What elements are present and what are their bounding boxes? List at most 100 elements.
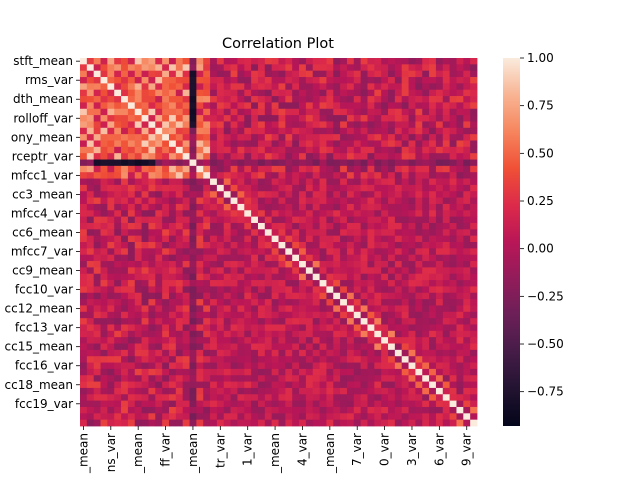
heatmap-cell: [271, 267, 279, 275]
heatmap-cell: [388, 229, 396, 237]
heatmap-cell: [244, 77, 252, 84]
x-tick-label: tr_var: [213, 433, 227, 468]
heatmap-cell: [463, 280, 471, 287]
heatmap-cell: [86, 394, 95, 402]
heatmap-cell: [278, 210, 286, 218]
y-tick-label: rceptr_var: [12, 149, 73, 163]
heatmap-cell: [422, 305, 430, 313]
heatmap-cell: [346, 140, 355, 148]
heatmap-cell: [305, 64, 314, 72]
heatmap-cell: [155, 280, 163, 287]
heatmap-cell: [162, 108, 170, 116]
heatmap-cell: [196, 280, 204, 287]
heatmap-cell: [442, 203, 451, 211]
heatmap-cell: [244, 299, 252, 306]
heatmap-cell: [244, 58, 252, 65]
heatmap-cell: [415, 343, 423, 351]
heatmap-cell: [251, 172, 259, 179]
heatmap-cell: [264, 146, 273, 154]
heatmap-cell: [230, 387, 238, 395]
heatmap-cell: [121, 172, 129, 179]
heatmap-cell: [196, 343, 204, 351]
heatmap-cell: [114, 273, 122, 281]
heatmap-cell: [271, 70, 279, 78]
heatmap-cell: [360, 96, 368, 103]
heatmap-cell: [305, 273, 314, 281]
heatmap-cell: [100, 280, 108, 287]
heatmap-cell: [408, 248, 416, 256]
heatmap-cell: [319, 121, 327, 129]
heatmap-cell: [210, 134, 218, 141]
heatmap-cell: [175, 216, 184, 224]
heatmap-cell: [435, 115, 444, 122]
heatmap-cell: [326, 362, 334, 370]
heatmap-cell: [415, 127, 423, 135]
heatmap-cell: [182, 216, 190, 224]
heatmap-cell: [435, 394, 444, 402]
heatmap-cell: [408, 178, 416, 186]
heatmap-cell: [189, 77, 197, 84]
heatmap-cell: [374, 64, 382, 72]
heatmap-cell: [93, 197, 101, 205]
y-tick-label: dth_mean: [13, 92, 73, 106]
heatmap-cell: [319, 387, 327, 395]
heatmap-cell: [292, 280, 300, 287]
heatmap-cell: [470, 83, 478, 91]
heatmap-cell: [353, 178, 362, 186]
heatmap-cell: [319, 267, 327, 275]
heatmap-cell: [278, 387, 286, 395]
heatmap-cell: [326, 216, 334, 224]
heatmap-cell: [353, 77, 362, 84]
heatmap-cell: [189, 375, 197, 382]
heatmap-cell: [93, 134, 101, 141]
heatmap-cell: [168, 127, 177, 135]
heatmap-cell: [80, 248, 88, 256]
heatmap-cell: [456, 178, 464, 186]
heatmap-cell: [86, 400, 95, 408]
heatmap-cell: [210, 159, 218, 167]
heatmap-cell: [107, 343, 115, 351]
heatmap-cell: [230, 413, 238, 421]
heatmap-cell: [257, 299, 266, 306]
heatmap-cell: [107, 280, 115, 287]
heatmap-cell: [312, 286, 320, 294]
heatmap-cell: [127, 305, 136, 313]
heatmap-cell: [189, 267, 197, 275]
heatmap-cell: [312, 210, 320, 218]
heatmap-cell: [148, 146, 156, 154]
heatmap-cell: [401, 165, 409, 173]
heatmap-cell: [312, 368, 320, 376]
heatmap-cell: [189, 400, 197, 408]
heatmap-cell: [210, 387, 218, 395]
heatmap-cell: [100, 216, 108, 224]
heatmap-cell: [264, 134, 273, 141]
heatmap-cell: [292, 254, 300, 262]
heatmap-cell: [93, 229, 101, 237]
heatmap-cell: [305, 394, 314, 402]
heatmap-cell: [415, 235, 423, 243]
heatmap-cell: [141, 102, 149, 110]
heatmap-cell: [394, 292, 403, 300]
heatmap-cell: [93, 349, 101, 357]
heatmap-cell: [182, 108, 190, 116]
heatmap-cell: [340, 318, 348, 325]
heatmap-cell: [401, 394, 409, 402]
heatmap-cell: [374, 178, 382, 186]
heatmap-cell: [93, 254, 101, 262]
heatmap-cell: [251, 267, 259, 275]
y-tick-label: cc18_mean: [5, 378, 74, 392]
heatmap-cell: [93, 184, 101, 192]
heatmap-cell: [305, 299, 314, 306]
heatmap-cell: [422, 419, 430, 427]
heatmap-cell: [230, 299, 238, 306]
heatmap-cell: [292, 305, 300, 313]
heatmap-cell: [435, 292, 444, 300]
heatmap-cell: [470, 121, 478, 129]
heatmap-cell: [264, 254, 273, 262]
heatmap-cell: [155, 292, 163, 300]
heatmap-cell: [435, 299, 444, 306]
heatmap-cell: [456, 248, 464, 256]
heatmap-cell: [155, 375, 163, 382]
heatmap-cell: [401, 146, 409, 154]
heatmap-cell: [271, 191, 279, 198]
